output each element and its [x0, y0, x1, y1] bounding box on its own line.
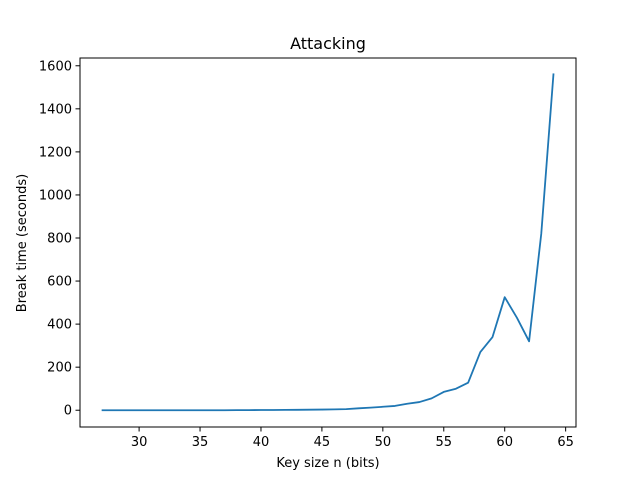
- x-tick-label: 60: [496, 435, 513, 450]
- y-tick-label: 800: [47, 232, 72, 247]
- x-tick-label: 45: [314, 435, 331, 450]
- y-tick-label: 1600: [39, 59, 72, 74]
- axes-frame: [79, 57, 577, 428]
- y-tick-label: 400: [47, 318, 72, 333]
- y-tick-label: 1200: [39, 145, 72, 160]
- x-tick-label: 40: [253, 435, 270, 450]
- x-tick-label: 30: [131, 435, 148, 450]
- x-tick-label: 55: [436, 435, 453, 450]
- y-tick-label: 200: [47, 361, 72, 376]
- y-tick-label: 1000: [39, 188, 72, 203]
- y-tick-label: 1400: [39, 102, 72, 117]
- x-tick-label: 35: [192, 435, 209, 450]
- x-axis-label: Key size n (bits): [276, 456, 379, 471]
- x-tick-label: 65: [557, 435, 574, 450]
- series-line-0: [101, 73, 555, 412]
- plot-area: 30 35 40 45 50 55 60 65 0 200 400 600 800 1000 1200 140…: [39, 57, 577, 450]
- y-tick-label: 0: [64, 404, 72, 419]
- chart-title: Attacking: [290, 34, 366, 53]
- y-tick-label: 600: [47, 275, 72, 290]
- x-tick-label: 50: [375, 435, 392, 450]
- y-axis-label: Break time (seconds): [15, 174, 30, 312]
